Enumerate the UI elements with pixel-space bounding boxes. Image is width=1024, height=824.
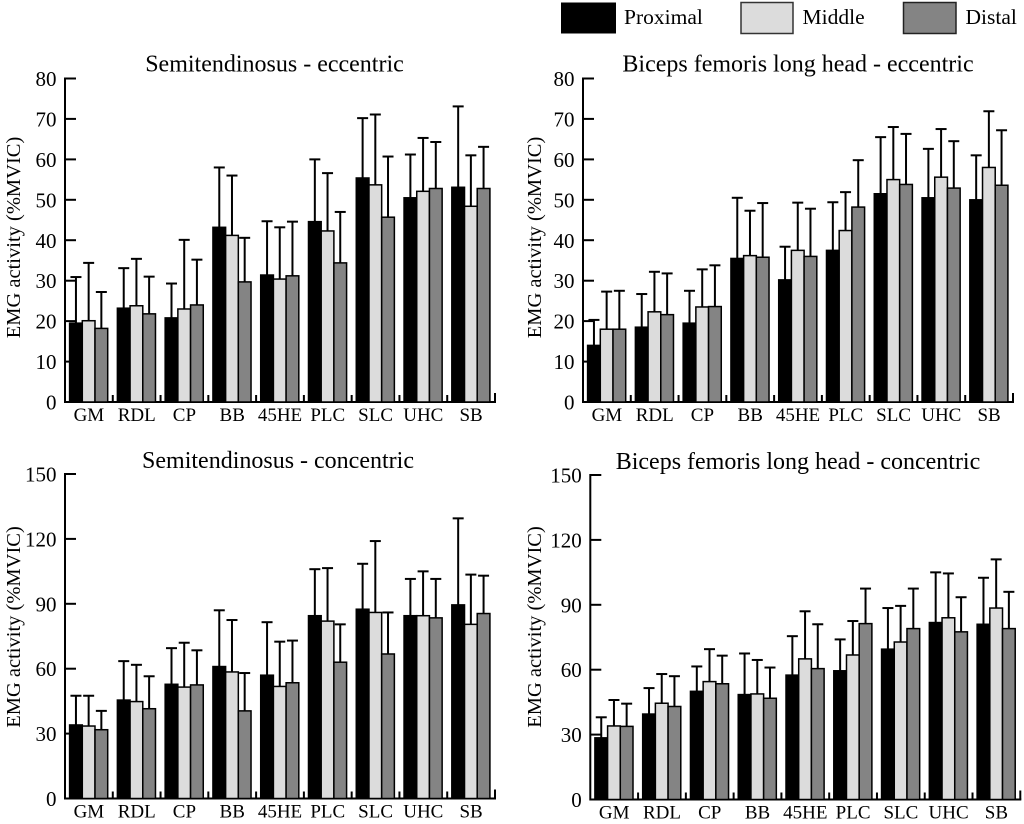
svg-text:CP: CP: [173, 405, 196, 426]
svg-text:GM: GM: [592, 405, 623, 426]
svg-text:SLC: SLC: [358, 405, 393, 426]
svg-text:UHC: UHC: [929, 803, 969, 820]
svg-text:90: 90: [561, 593, 582, 617]
svg-text:45HE: 45HE: [783, 803, 827, 820]
svg-text:CP: CP: [698, 803, 721, 820]
svg-text:150: 150: [25, 463, 57, 487]
svg-text:20: 20: [554, 310, 575, 334]
svg-text:30: 30: [36, 722, 57, 746]
svg-text:RDL: RDL: [636, 405, 674, 426]
svg-text:90: 90: [36, 592, 57, 616]
svg-text:BB: BB: [745, 803, 770, 820]
svg-text:SB: SB: [459, 405, 482, 426]
svg-text:SLC: SLC: [876, 405, 911, 426]
svg-text:RDL: RDL: [118, 802, 156, 820]
svg-text:30: 30: [561, 723, 582, 747]
svg-text:60: 60: [561, 658, 582, 682]
svg-text:PLC: PLC: [836, 803, 871, 820]
svg-text:CP: CP: [691, 405, 714, 426]
svg-text:BB: BB: [738, 405, 763, 426]
svg-text:PLC: PLC: [310, 802, 345, 820]
svg-text:50: 50: [554, 188, 575, 212]
svg-text:50: 50: [36, 188, 57, 212]
svg-text:SB: SB: [985, 803, 1008, 820]
svg-text:EMG activity (%MVIC): EMG activity (%MVIC): [3, 137, 25, 339]
svg-text:RDL: RDL: [643, 803, 681, 820]
svg-text:SB: SB: [459, 802, 482, 820]
svg-text:GM: GM: [74, 405, 105, 426]
svg-text:BB: BB: [220, 802, 245, 820]
svg-text:80: 80: [36, 67, 57, 91]
svg-text:70: 70: [36, 107, 57, 131]
svg-text:60: 60: [36, 657, 57, 681]
svg-text:80: 80: [554, 67, 575, 91]
svg-text:UHC: UHC: [403, 405, 443, 426]
svg-text:45HE: 45HE: [776, 405, 820, 426]
svg-text:40: 40: [554, 229, 575, 253]
svg-text:120: 120: [550, 528, 582, 552]
svg-text:Semitendinosus - concentric: Semitendinosus - concentric: [142, 448, 414, 474]
svg-text:SB: SB: [977, 405, 1000, 426]
svg-text:Biceps femoris long head - con: Biceps femoris long head - concentric: [616, 449, 981, 475]
svg-text:60: 60: [36, 148, 57, 172]
svg-text:EMG activity (%MVIC): EMG activity (%MVIC): [524, 137, 546, 339]
svg-text:UHC: UHC: [921, 405, 961, 426]
svg-text:GM: GM: [74, 802, 105, 820]
svg-text:Distal: Distal: [966, 5, 1017, 29]
svg-text:GM: GM: [599, 803, 630, 820]
svg-text:Biceps femoris long head - ecc: Biceps femoris long head - eccentric: [622, 52, 973, 78]
svg-text:EMG activity (%MVIC): EMG activity (%MVIC): [3, 526, 25, 728]
svg-text:Proximal: Proximal: [624, 5, 703, 29]
svg-text:70: 70: [554, 107, 575, 131]
svg-text:0: 0: [571, 788, 582, 812]
svg-text:SLC: SLC: [883, 803, 918, 820]
svg-text:PLC: PLC: [310, 405, 345, 426]
svg-text:60: 60: [554, 148, 575, 172]
svg-text:0: 0: [46, 391, 57, 415]
svg-text:10: 10: [36, 350, 57, 374]
svg-text:150: 150: [550, 464, 582, 488]
svg-text:UHC: UHC: [403, 802, 443, 820]
svg-text:RDL: RDL: [118, 405, 156, 426]
svg-text:Middle: Middle: [803, 5, 865, 29]
svg-text:120: 120: [25, 527, 57, 551]
svg-text:30: 30: [554, 269, 575, 293]
svg-text:BB: BB: [220, 405, 245, 426]
svg-text:45HE: 45HE: [258, 802, 302, 820]
svg-text:0: 0: [564, 391, 575, 415]
svg-text:EMG activity (%MVIC): EMG activity (%MVIC): [524, 526, 546, 728]
svg-text:40: 40: [36, 229, 57, 253]
svg-text:PLC: PLC: [828, 405, 863, 426]
svg-text:20: 20: [36, 310, 57, 334]
svg-text:0: 0: [46, 787, 57, 811]
svg-text:CP: CP: [173, 802, 196, 820]
svg-text:Semitendinosus - eccentric: Semitendinosus - eccentric: [145, 52, 404, 78]
svg-text:SLC: SLC: [358, 802, 393, 820]
svg-text:45HE: 45HE: [258, 405, 302, 426]
svg-text:10: 10: [554, 350, 575, 374]
svg-text:30: 30: [36, 269, 57, 293]
